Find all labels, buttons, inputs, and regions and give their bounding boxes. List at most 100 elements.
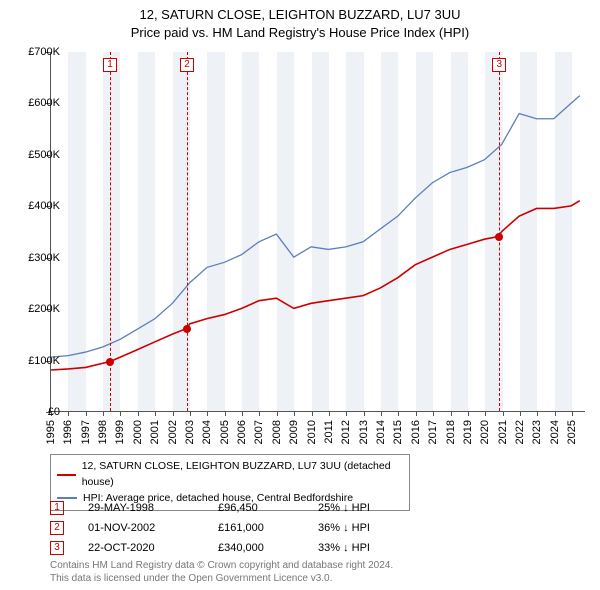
xtick-label: 1997 [80,420,92,444]
xtick-label: 2014 [375,420,387,444]
xtick-mark [68,411,69,416]
xtick-label: 2006 [236,420,248,444]
xtick-mark [555,411,556,416]
xtick-mark [155,411,156,416]
event-date: 22-OCT-2020 [88,542,218,554]
xtick-mark [537,411,538,416]
chart-container: 12, SATURN CLOSE, LEIGHTON BUZZARD, LU7 … [0,0,600,590]
event-row: 201-NOV-2002£161,00036% ↓ HPI [50,518,408,538]
xtick-label: 2001 [149,420,161,444]
xtick-label: 2013 [358,420,370,444]
sale-marker [495,233,503,241]
xtick-mark [433,411,434,416]
xtick-mark [277,411,278,416]
xtick-label: 2025 [566,420,578,444]
ytick-label: £600K [28,97,60,109]
footnote-line: Contains HM Land Registry data © Crown c… [50,560,393,573]
event-num-box: 2 [50,521,64,535]
event-date: 29-MAY-1998 [88,502,218,514]
series-property [51,201,580,370]
event-date: 01-NOV-2002 [88,522,218,534]
event-price: £161,000 [218,522,318,534]
xtick-mark [259,411,260,416]
event-num-box: 1 [50,501,64,515]
title-block: 12, SATURN CLOSE, LEIGHTON BUZZARD, LU7 … [0,0,600,42]
ytick-label: £400K [28,200,60,212]
ytick-label: £300K [28,252,60,264]
xtick-mark [207,411,208,416]
series-hpi [51,96,580,358]
xtick-label: 2005 [219,420,231,444]
xtick-mark [520,411,521,416]
footnote-line: This data is licensed under the Open Gov… [50,573,393,586]
xtick-label: 1998 [97,420,109,444]
xtick-label: 2024 [549,420,561,444]
xtick-mark [503,411,504,416]
xtick-label: 2007 [253,420,265,444]
xtick-mark [225,411,226,416]
title-subtitle: Price paid vs. HM Land Registry's House … [0,24,600,42]
xtick-mark [120,411,121,416]
event-num-box: 3 [50,541,64,555]
xtick-label: 2019 [462,420,474,444]
xtick-mark [398,411,399,416]
xtick-mark [103,411,104,416]
xtick-label: 2018 [445,420,457,444]
event-row: 322-OCT-2020£340,00033% ↓ HPI [50,538,408,558]
xtick-label: 1995 [45,420,57,444]
sale-marker [106,358,114,366]
legend-label: 12, SATURN CLOSE, LEIGHTON BUZZARD, LU7 … [82,459,403,491]
xtick-label: 2000 [132,420,144,444]
sale-marker [183,325,191,333]
event-marker-box: 1 [103,58,117,72]
xtick-label: 2002 [167,420,179,444]
xtick-label: 2009 [288,420,300,444]
xtick-label: 2021 [497,420,509,444]
xtick-mark [381,411,382,416]
ytick-label: £700K [28,46,60,58]
event-line [110,52,111,411]
xtick-mark [190,411,191,416]
xtick-mark [485,411,486,416]
ytick-label: £200K [28,303,60,315]
xtick-mark [416,411,417,416]
xtick-label: 2011 [323,420,335,444]
chart-svg [51,52,585,411]
xtick-label: 2015 [392,420,404,444]
xtick-mark [468,411,469,416]
xtick-label: 2012 [340,420,352,444]
event-pct: 33% ↓ HPI [318,542,408,554]
xtick-mark [572,411,573,416]
events-table: 1 29-MAY-1998£96,45025% ↓ HPI 2 01-NOV-2002… [50,498,408,558]
xtick-label: 2020 [479,420,491,444]
ytick-label: £100K [28,355,60,367]
event-marker-box: 3 [492,58,506,72]
xtick-mark [173,411,174,416]
xtick-label: 2017 [427,420,439,444]
xtick-label: 2008 [271,420,283,444]
xtick-label: 2003 [184,420,196,444]
legend-item-property: 12, SATURN CLOSE, LEIGHTON BUZZARD, LU7 … [57,459,403,491]
event-pct: 25% ↓ HPI [318,502,408,514]
xtick-mark [86,411,87,416]
xtick-mark [346,411,347,416]
xtick-label: 2023 [531,420,543,444]
xtick-label: 1999 [114,420,126,444]
xtick-mark [294,411,295,416]
xtick-label: 2016 [410,420,422,444]
xtick-label: 2022 [514,420,526,444]
event-marker-box: 2 [180,58,194,72]
xtick-mark [329,411,330,416]
xtick-label: 2010 [306,420,318,444]
xtick-mark [312,411,313,416]
legend-swatch [57,474,76,476]
ytick-label: £0 [48,406,60,418]
xtick-mark [138,411,139,416]
xtick-mark [364,411,365,416]
xtick-mark [451,411,452,416]
ytick-label: £500K [28,149,60,161]
footnote: Contains HM Land Registry data © Crown c… [50,560,393,585]
xtick-label: 2004 [201,420,213,444]
event-row: 1 29-MAY-1998£96,45025% ↓ HPI [50,498,408,518]
event-price: £96,450 [218,502,318,514]
